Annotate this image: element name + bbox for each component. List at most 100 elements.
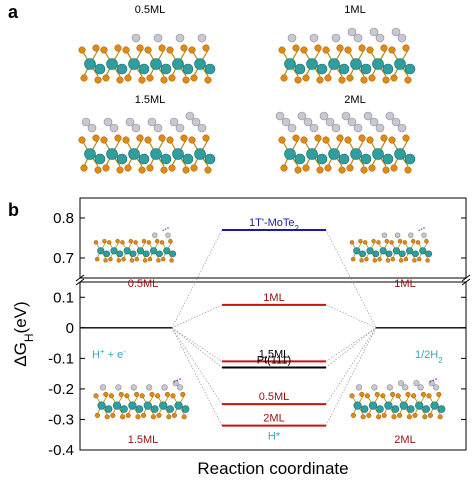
- te-atom: [115, 238, 120, 244]
- te-atom: [155, 393, 161, 399]
- mo-atom: [359, 250, 367, 258]
- te-atom: [168, 164, 176, 172]
- mo-atom: [97, 247, 105, 255]
- structure-label-1-5ml: 1.5ML: [134, 94, 166, 106]
- structure-image-1-5ml: [78, 111, 216, 174]
- te-atom: [404, 166, 412, 174]
- te-atom: [202, 134, 210, 142]
- te-atom: [300, 136, 308, 144]
- mo-atom: [106, 148, 118, 160]
- te-atom: [202, 44, 210, 52]
- te-atom: [139, 393, 145, 399]
- te-atom: [380, 44, 388, 52]
- h-atom: [275, 111, 285, 121]
- mo-atom: [128, 401, 137, 410]
- te-atom: [146, 74, 154, 82]
- h-atom: [363, 111, 373, 121]
- te-atom: [78, 136, 86, 144]
- te-atom: [136, 44, 144, 52]
- te-atom: [336, 44, 344, 52]
- mo-atom: [136, 247, 144, 255]
- mo-atom: [353, 247, 361, 255]
- te-atom: [424, 238, 429, 244]
- te-atom: [168, 74, 176, 82]
- h-atom: [309, 123, 319, 133]
- te-atom: [398, 258, 404, 263]
- te-atom: [182, 166, 190, 174]
- mo-atom: [350, 58, 362, 70]
- mo-atom: [135, 405, 144, 413]
- te-atom: [160, 166, 168, 174]
- h-atom: [421, 232, 427, 238]
- te-atom: [103, 258, 108, 263]
- h-atom: [408, 232, 414, 238]
- h-atom: [381, 232, 388, 238]
- mo-atom: [294, 63, 306, 75]
- mo-atom: [284, 58, 296, 70]
- te-atom: [403, 256, 409, 262]
- te-atom: [380, 393, 386, 399]
- te-atom: [144, 136, 152, 144]
- te-atom: [359, 391, 365, 397]
- h-atom: [319, 111, 329, 121]
- adsorbate-dot: [162, 229, 164, 232]
- h-atom: [391, 27, 401, 37]
- h-atom: [375, 123, 385, 133]
- h-atom: [397, 380, 405, 387]
- te-atom: [190, 164, 198, 172]
- mo-atom: [169, 250, 177, 258]
- te-atom: [338, 166, 346, 174]
- te-atom: [314, 134, 322, 142]
- mo-atom: [204, 63, 216, 75]
- te-atom: [436, 391, 442, 397]
- structure-image-0-5ml: [78, 33, 216, 84]
- te-atom: [422, 414, 428, 420]
- h-atom: [353, 123, 363, 133]
- te-atom: [336, 134, 344, 142]
- mo-atom: [150, 58, 162, 70]
- te-atom: [402, 44, 410, 52]
- te-atom: [78, 46, 86, 54]
- te-atom: [150, 414, 156, 420]
- energy-level-label: 0.5ML: [259, 391, 290, 403]
- energy-level-label: 1.5ML: [259, 348, 290, 360]
- mo-atom: [112, 401, 122, 410]
- y-tick-label: 0.1: [53, 289, 74, 306]
- te-atom: [94, 256, 100, 262]
- h-atom: [99, 384, 107, 391]
- slab: [349, 378, 446, 420]
- mo-atom: [412, 250, 419, 258]
- h-atom: [191, 117, 201, 127]
- h-atom: [109, 123, 119, 133]
- te-atom: [412, 412, 418, 418]
- mo-atom: [97, 401, 106, 410]
- mo-atom: [385, 250, 393, 258]
- mo-atom: [181, 405, 190, 413]
- te-atom: [358, 44, 366, 52]
- te-atom: [146, 240, 152, 245]
- te-atom: [125, 412, 131, 418]
- h-atom: [176, 384, 184, 391]
- te-atom: [412, 258, 417, 263]
- te-atom: [124, 393, 130, 399]
- h-atom: [386, 384, 393, 391]
- te-atom: [420, 391, 426, 397]
- te-atom: [397, 412, 403, 418]
- te-atom: [121, 256, 126, 262]
- h-atom: [375, 33, 385, 43]
- adsorbate-dot: [176, 379, 179, 382]
- te-atom: [368, 164, 376, 172]
- adsorbate-dot: [179, 378, 181, 380]
- te-atom: [316, 166, 324, 174]
- te-atom: [415, 240, 421, 245]
- axis-break-mark: [75, 278, 85, 286]
- te-atom: [280, 164, 288, 172]
- mo-atom: [151, 405, 159, 413]
- mo-atom: [116, 63, 128, 75]
- te-atom: [149, 391, 155, 397]
- h-atom: [153, 33, 163, 43]
- mo-atom: [194, 148, 206, 160]
- h-atom: [369, 27, 379, 37]
- te-atom: [362, 240, 368, 245]
- te-atom: [182, 76, 190, 84]
